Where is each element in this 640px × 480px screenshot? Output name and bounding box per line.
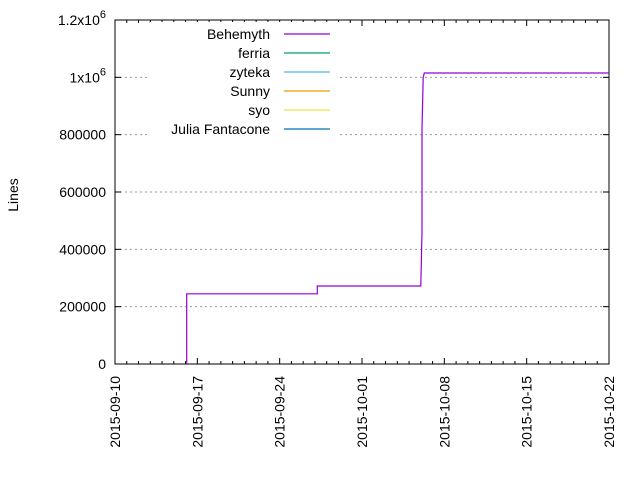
series-line-behemyth xyxy=(186,72,609,364)
x-tick-label: 2015-09-17 xyxy=(189,376,205,448)
x-tick-labels: 2015-09-10 2015-09-17 2015-09-24 2015-10-01… xyxy=(107,376,617,448)
grid-lines xyxy=(115,76,609,308)
x-tick-label: 2015-10-01 xyxy=(354,376,370,448)
axis-ticks xyxy=(114,19,610,365)
legend-label: Julia Fantacone xyxy=(171,121,270,137)
y-axis-label: Lines xyxy=(5,178,21,211)
x-tick-label: 2015-10-15 xyxy=(519,376,535,448)
x-tick-label: 2015-10-22 xyxy=(601,376,617,448)
legend-label: syo xyxy=(248,102,270,118)
x-tick-label: 2015-09-24 xyxy=(272,376,288,448)
y-tick-label: 800000 xyxy=(59,127,106,143)
legend-background xyxy=(150,22,340,142)
y-tick-label: 1.2x106 xyxy=(58,9,106,28)
legend-label: zyteka xyxy=(230,64,271,80)
y-tick-labels: 0 200000 400000 600000 800000 1x106 1.2x106 xyxy=(58,9,106,372)
y-tick-label: 0 xyxy=(98,356,106,372)
legend-box xyxy=(150,22,340,142)
y-tick-label: 200000 xyxy=(59,299,106,315)
legend: Behemyth ferria zyteka Sunny syo Julia Fantac… xyxy=(171,26,330,137)
data-series xyxy=(186,72,609,364)
legend-label: ferria xyxy=(238,45,270,61)
legend-label: Behemyth xyxy=(207,26,270,42)
x-tick-label: 2015-09-10 xyxy=(107,376,123,448)
y-tick-label: 600000 xyxy=(59,184,106,200)
y-tick-label: 1x106 xyxy=(70,66,106,85)
x-tick-label: 2015-10-08 xyxy=(436,376,452,448)
legend-label: Sunny xyxy=(230,83,270,99)
y-tick-label: 400000 xyxy=(59,241,106,257)
